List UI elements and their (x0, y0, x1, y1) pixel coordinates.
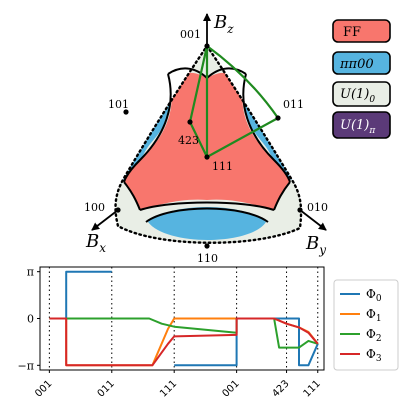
direction-labels: 001 101 011 423 111 100 010 110 (84, 28, 328, 265)
label-101: 101 (108, 98, 129, 111)
chart-legend-label: Φ1 (366, 307, 382, 324)
phase-legend-ff-label: FF (343, 25, 361, 40)
phase-legend-u1-pi-label: U(1)π (340, 118, 376, 136)
phase-legend-u1-0: U(1)0 (332, 81, 391, 107)
chart-x-tick-label: 011 (96, 378, 117, 399)
chart-series-group (49, 270, 319, 367)
label-010: 010 (307, 201, 328, 214)
chart-y-tick-label: −π (18, 359, 34, 372)
label-011: 011 (283, 98, 304, 111)
chart-legend-label: Φ2 (366, 327, 382, 344)
chart-series-line-3 (49, 317, 319, 367)
axis-bx-label: Bx (85, 231, 106, 255)
direction-points (115, 43, 303, 249)
label-001: 001 (180, 28, 201, 41)
chart-x-tick-label: 111 (302, 378, 323, 399)
chart-series-line-0 (174, 317, 319, 367)
axis-bz-label: Bz (213, 12, 234, 36)
chart-y-tick-label: π (27, 266, 34, 279)
axis-bx-arrow (91, 209, 119, 231)
label-111: 111 (212, 160, 233, 173)
chart-x-tick-label: 001 (33, 378, 54, 399)
chart-legend-box (333, 279, 399, 371)
axis-by-label: By (305, 233, 326, 257)
chart-y-tick-label: 0 (27, 313, 34, 326)
sphere-outline (114, 43, 303, 244)
axis-by-arrow (299, 209, 327, 231)
label-110: 110 (197, 252, 218, 265)
phase-angle-chart: π 0 −π 001 011 111 001 423 111 (18, 266, 325, 400)
chart-x-ticks: 001 011 111 001 423 111 (33, 370, 323, 400)
phase-legend-pipi00-label: ππ00 (339, 57, 374, 72)
phase-legend-u1-pi: U(1)π (332, 111, 391, 139)
phase-legend-ff: FF (332, 19, 391, 43)
label-100: 100 (84, 201, 105, 214)
phase-legend-pipi00: ππ00 (332, 51, 391, 75)
phase-legend: FF ππ00 U(1)0 U(1)π (332, 19, 391, 139)
chart-x-tick-label: 111 (158, 378, 179, 399)
chart-x-tick-label: 001 (220, 378, 241, 399)
phase-legend-u1-0-label: U(1)0 (340, 87, 375, 105)
orientation-diagram: Bz Bx By 001 101 011 423 111 100 010 110 (84, 12, 328, 265)
chart-y-ticks: π 0 −π (18, 266, 40, 372)
chart-legend-label: Φ0 (366, 287, 382, 304)
chart-x-tick-label: 423 (270, 378, 291, 399)
region-pipi00-bottom (148, 207, 266, 240)
chart-legend: Φ0 Φ1 Φ2 Φ3 (333, 279, 399, 371)
chart-legend-label: Φ3 (366, 347, 382, 364)
label-423: 423 (178, 134, 199, 147)
